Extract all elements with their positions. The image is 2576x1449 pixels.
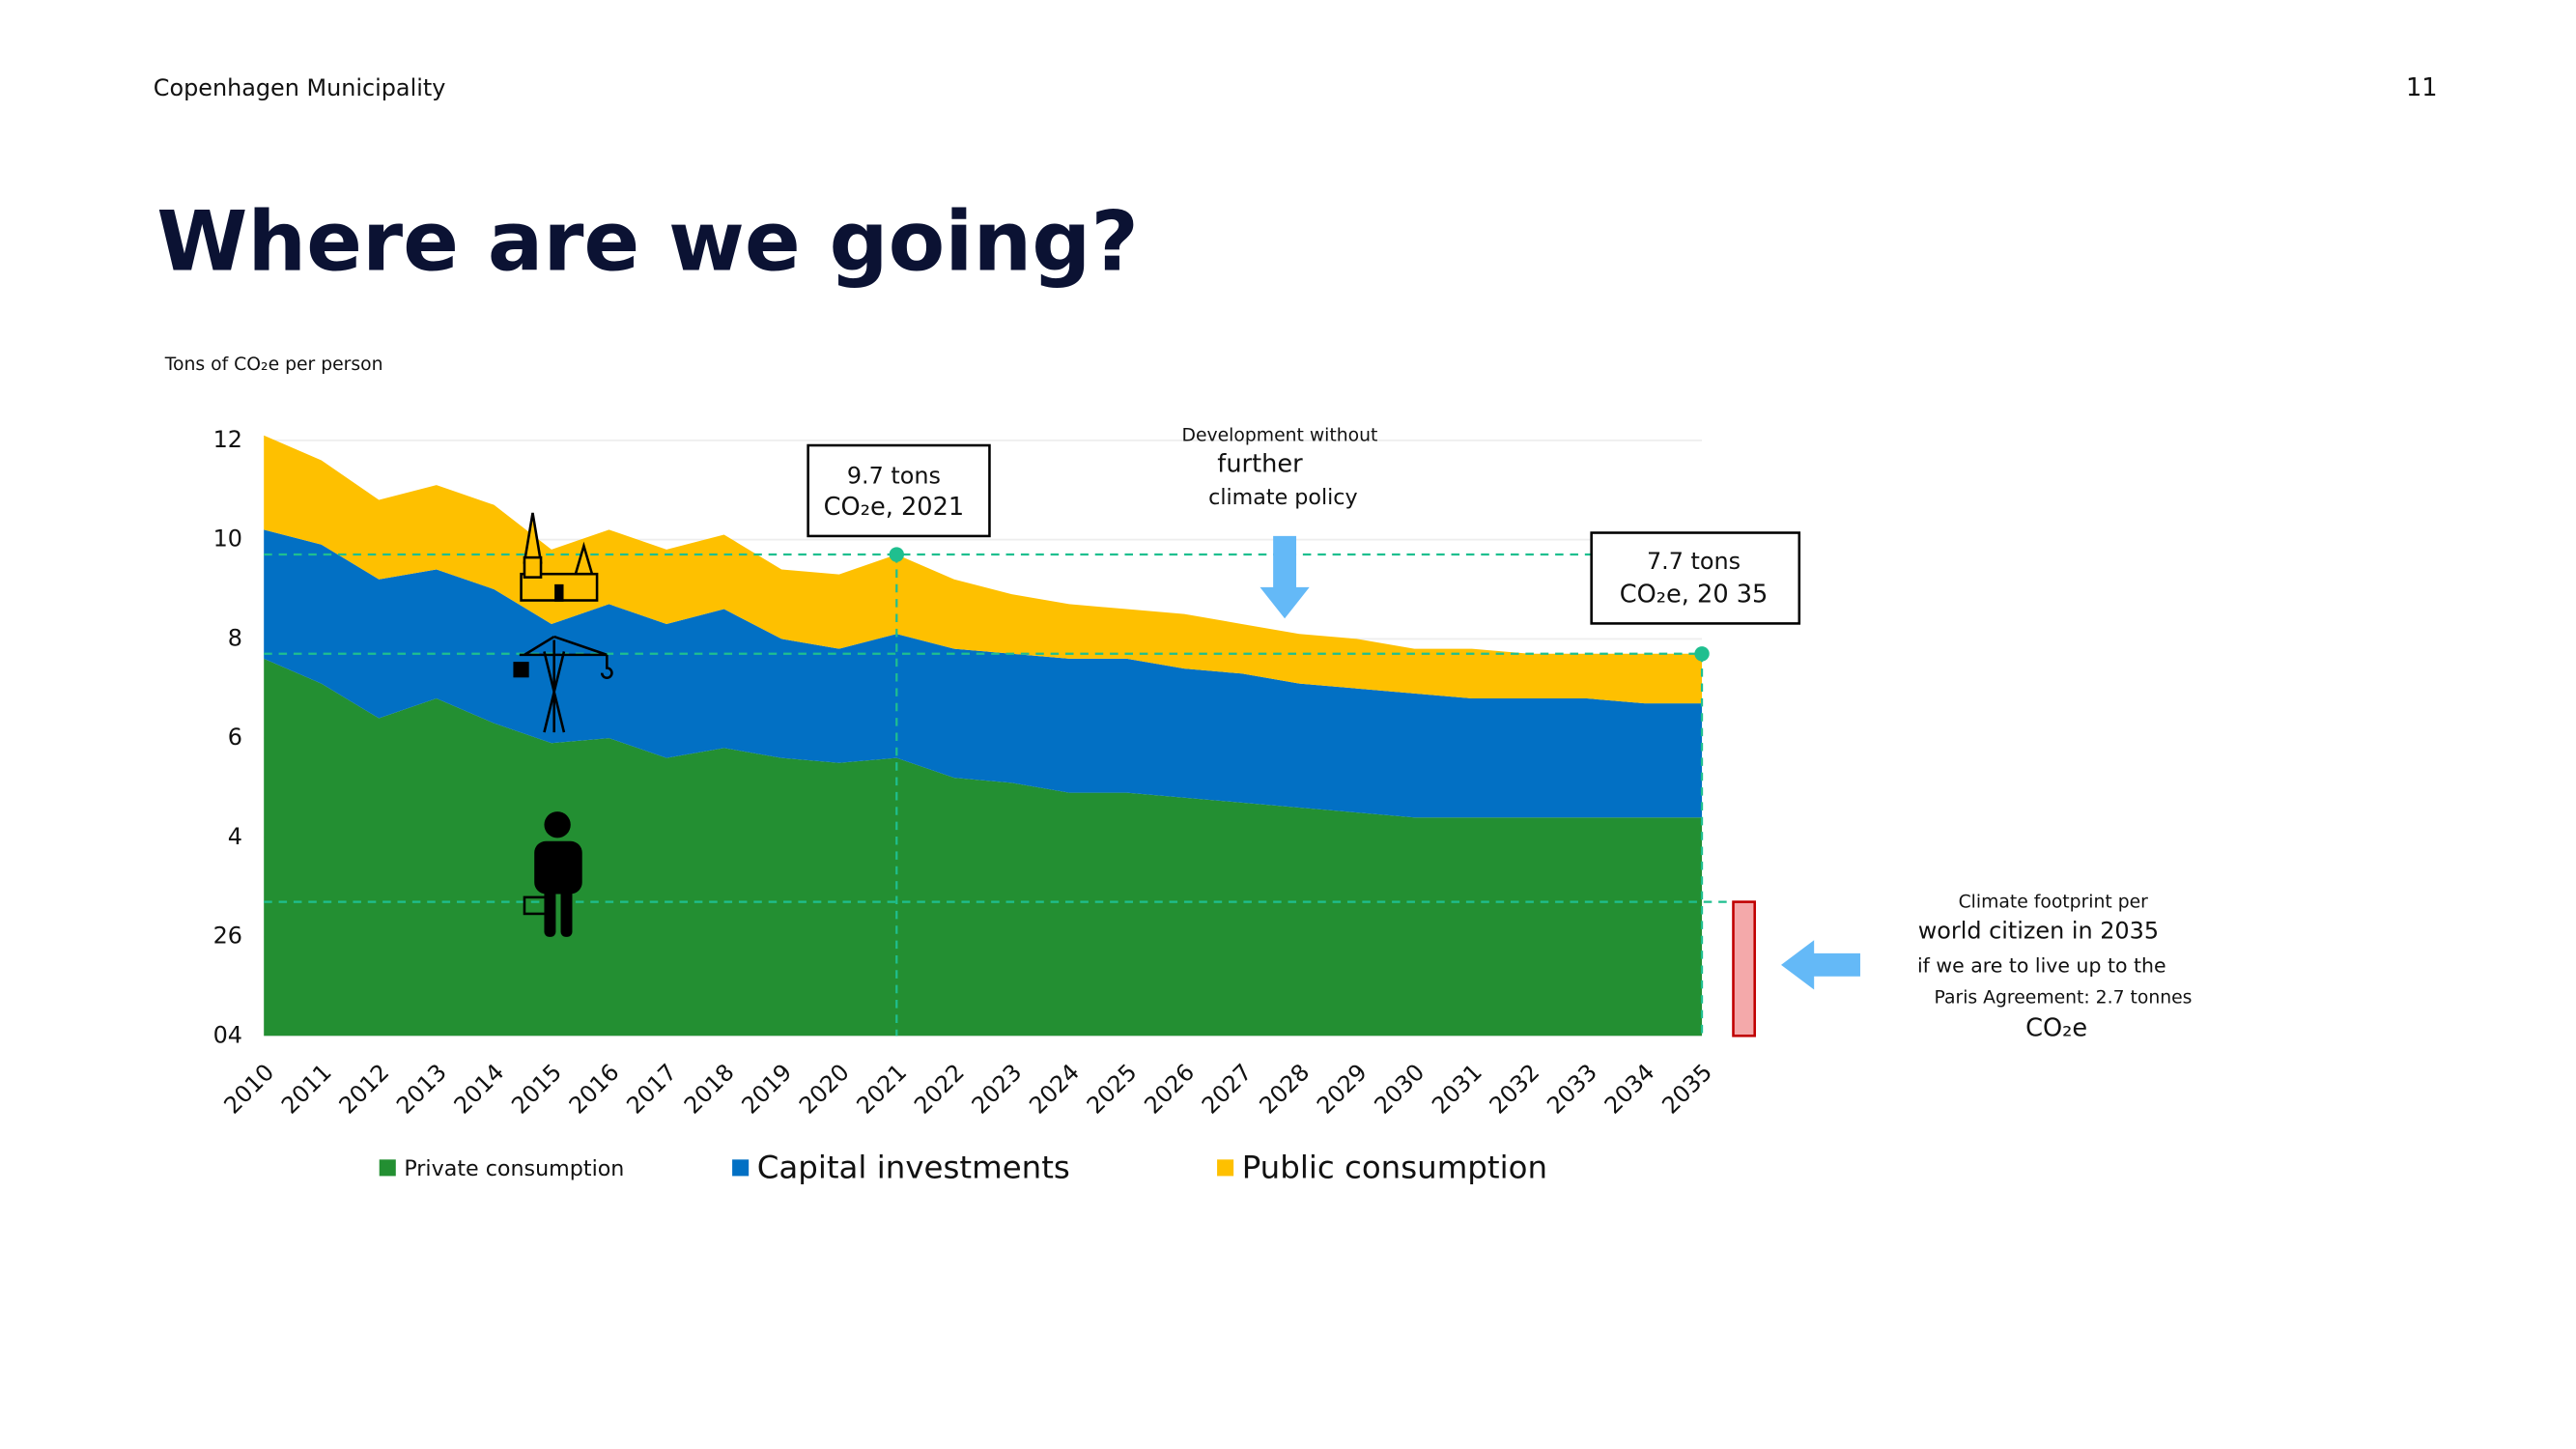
- x-tick-label: 2028: [1254, 1059, 1315, 1120]
- y-tick-label: 8: [228, 624, 242, 651]
- legend-swatch: [379, 1159, 396, 1177]
- annotation-text: world citizen in 2035: [1918, 918, 2159, 945]
- x-tick-label: 2033: [1542, 1059, 1602, 1120]
- x-tick-label: 2012: [334, 1059, 395, 1120]
- icons: [513, 512, 613, 937]
- organization: Copenhagen Municipality: [154, 74, 446, 101]
- annotation-text: CO₂e: [2025, 1013, 2087, 1042]
- annotation-text: 9.7 tons: [847, 462, 941, 489]
- x-tick-label: 2023: [967, 1059, 1028, 1120]
- annotation-text: Climate footprint per: [1959, 892, 2149, 912]
- x-tick-label: 2015: [506, 1059, 567, 1120]
- plot: 0426468101220102011201220132014201520162…: [213, 426, 1756, 1120]
- city-hall-icon: [520, 512, 599, 602]
- legend-swatch: [1217, 1159, 1234, 1177]
- x-tick-label: 2030: [1370, 1059, 1430, 1120]
- marker-dot: [889, 547, 904, 562]
- slide-title: Where are we going?: [156, 195, 1139, 291]
- x-tick-label: 2035: [1656, 1059, 1717, 1120]
- annotation-text: CO₂e, 20 35: [1620, 580, 1769, 609]
- x-tick-label: 2010: [218, 1059, 279, 1120]
- annotation-text: 7.7 tons: [1647, 548, 1741, 575]
- y-tick-label: 10: [213, 526, 242, 553]
- left-arrow: [1781, 940, 1860, 990]
- down-arrow: [1260, 535, 1310, 619]
- x-tick-label: 2014: [449, 1059, 510, 1120]
- legend-label: Capital investments: [757, 1150, 1070, 1186]
- area: [264, 435, 1703, 704]
- crane-icon: [513, 635, 613, 733]
- x-tick-label: 2024: [1024, 1059, 1085, 1120]
- annotation-box: [1590, 531, 1801, 625]
- x-tick-label: 2021: [852, 1059, 913, 1120]
- y-tick-label: 6: [228, 724, 242, 751]
- x-tick-label: 2032: [1485, 1059, 1545, 1120]
- x-tick-label: 2029: [1312, 1059, 1373, 1120]
- annotation-text: Paris Agreement: 2.7 tonnes: [1935, 988, 2193, 1009]
- legend-swatch: [732, 1159, 750, 1177]
- area: [264, 529, 1703, 818]
- target-bar: [1732, 900, 1756, 1037]
- annotation-text: climate policy: [1208, 485, 1357, 510]
- annotation-text: if we are to live up to the: [1917, 954, 2166, 978]
- annotation-text: Development without: [1182, 425, 1378, 445]
- x-tick-label: 2034: [1599, 1059, 1660, 1120]
- person-icon: [523, 811, 582, 937]
- area: [264, 658, 1703, 1037]
- y-tick-label: 04: [213, 1021, 242, 1048]
- x-tick-label: 2025: [1082, 1059, 1143, 1120]
- x-tick-label: 2020: [794, 1059, 855, 1120]
- x-tick-label: 2026: [1139, 1059, 1200, 1120]
- y-tick-label: 4: [228, 823, 242, 850]
- x-tick-label: 2022: [909, 1059, 970, 1120]
- x-tick-label: 2011: [276, 1059, 337, 1120]
- x-tick-label: 2013: [391, 1059, 452, 1120]
- x-tick-label: 2027: [1197, 1059, 1258, 1120]
- legend-label: Private consumption: [404, 1156, 624, 1181]
- y-tick-label: 26: [213, 923, 242, 950]
- annotation-box: [807, 443, 991, 538]
- x-tick-label: 2019: [736, 1059, 797, 1120]
- legend-label: Public consumption: [1242, 1150, 1547, 1186]
- x-tick-label: 2031: [1427, 1059, 1487, 1120]
- marker-dot: [1694, 646, 1710, 662]
- page-number: 11: [2406, 73, 2438, 102]
- x-tick-label: 2017: [621, 1059, 682, 1120]
- y-tick-label: 12: [213, 426, 242, 453]
- annotation-text: CO₂e, 2021: [824, 493, 965, 522]
- y-axis-label: Tons of CO₂e per person: [164, 355, 383, 375]
- annotation-text: further: [1217, 450, 1303, 479]
- x-tick-label: 2016: [564, 1059, 625, 1120]
- x-tick-label: 2018: [679, 1059, 740, 1120]
